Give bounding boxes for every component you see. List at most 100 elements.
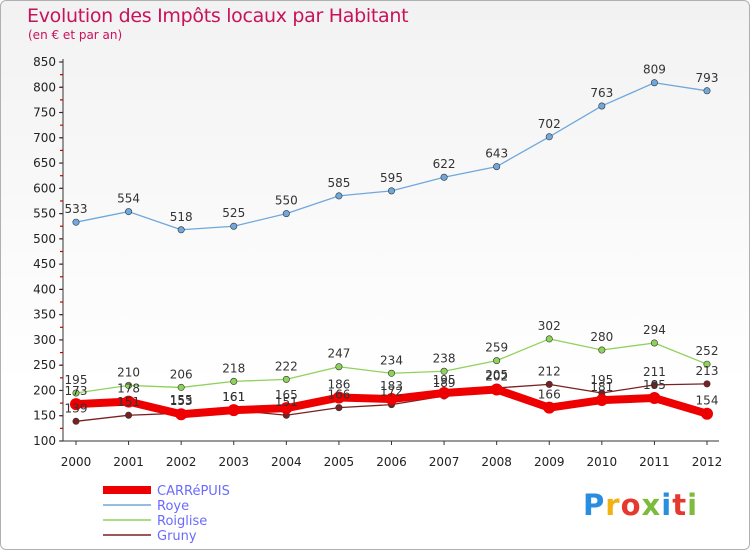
logo-letter: i bbox=[661, 488, 673, 522]
data-label: 247 bbox=[327, 347, 350, 361]
y-tick-label: 550 bbox=[33, 207, 56, 221]
data-label: 259 bbox=[485, 341, 508, 355]
data-point bbox=[280, 402, 293, 415]
data-point bbox=[230, 222, 238, 230]
x-tick-label: 2008 bbox=[481, 455, 512, 469]
data-label: 195 bbox=[65, 373, 88, 387]
y-tick-label: 850 bbox=[33, 55, 56, 69]
y-tick-label: 250 bbox=[33, 358, 56, 372]
data-label: 234 bbox=[380, 353, 403, 367]
data-label: 178 bbox=[117, 382, 140, 396]
y-tick-label: 300 bbox=[33, 333, 56, 347]
axes: 100 150 200 250 300 350 400 450 500 550 600 650 700 7… bbox=[33, 55, 722, 469]
data-point bbox=[387, 187, 395, 195]
data-point bbox=[387, 369, 395, 377]
data-label: 154 bbox=[696, 394, 719, 408]
series-layer bbox=[70, 79, 713, 425]
data-label: 622 bbox=[433, 157, 456, 171]
data-point bbox=[595, 394, 608, 407]
data-point bbox=[125, 208, 133, 216]
data-point bbox=[125, 411, 133, 419]
logo-letter: t bbox=[672, 488, 688, 522]
y-tick-label: 200 bbox=[33, 383, 56, 397]
y-tick-label: 350 bbox=[33, 308, 56, 322]
y-tick-label: 650 bbox=[33, 156, 56, 170]
data-point bbox=[493, 163, 501, 171]
data-label: 793 bbox=[696, 71, 719, 85]
data-label: 518 bbox=[170, 210, 193, 224]
data-label: 161 bbox=[222, 390, 245, 404]
data-label: 195 bbox=[590, 373, 613, 387]
data-label: 151 bbox=[117, 395, 140, 409]
logo-letter: r bbox=[605, 488, 621, 522]
data-point bbox=[72, 417, 80, 425]
logo-letter: P bbox=[583, 488, 606, 522]
x-tick-label: 2005 bbox=[324, 455, 355, 469]
data-point bbox=[332, 391, 345, 404]
logo-letter: x bbox=[641, 488, 662, 522]
data-label: 280 bbox=[590, 330, 613, 344]
y-tick-label: 700 bbox=[33, 131, 56, 145]
data-point bbox=[230, 377, 238, 385]
data-point bbox=[543, 401, 556, 414]
x-tick-label: 2009 bbox=[534, 455, 565, 469]
data-label: 195 bbox=[433, 373, 456, 387]
data-labels: 533 554 518 525 550 585 595 622 643 702 763 809 793 1… bbox=[65, 63, 719, 416]
data-label: 213 bbox=[696, 364, 719, 378]
legend-label: Roiglise bbox=[157, 514, 207, 529]
data-point bbox=[72, 389, 80, 397]
data-point bbox=[335, 404, 343, 412]
y-tick-label: 400 bbox=[33, 282, 56, 296]
data-point bbox=[335, 192, 343, 200]
chart-subtitle: (en € et par an) bbox=[28, 28, 123, 42]
data-point bbox=[490, 383, 503, 396]
data-label: 185 bbox=[643, 378, 666, 392]
logo-letter: o bbox=[620, 488, 642, 522]
y-tick-label: 150 bbox=[33, 409, 56, 423]
data-point bbox=[227, 404, 240, 417]
data-label: 294 bbox=[643, 323, 666, 337]
logo-letter: i bbox=[687, 488, 699, 522]
x-tick-label: 2003 bbox=[218, 455, 249, 469]
data-point bbox=[598, 346, 606, 354]
y-tick-label: 500 bbox=[33, 232, 56, 246]
data-point bbox=[122, 395, 135, 408]
legend-label: CARRéPUIS bbox=[157, 484, 230, 499]
x-tick-label: 2002 bbox=[166, 455, 197, 469]
data-point bbox=[650, 339, 658, 347]
data-point bbox=[545, 133, 553, 141]
data-label: 183 bbox=[380, 379, 403, 393]
data-label: 302 bbox=[538, 319, 561, 333]
data-label: 165 bbox=[275, 388, 298, 402]
data-label: 161 bbox=[222, 390, 245, 404]
data-point bbox=[650, 381, 658, 389]
data-label: 533 bbox=[65, 202, 88, 216]
legend-label: Roye bbox=[157, 499, 189, 514]
x-tick-label: 2001 bbox=[113, 455, 144, 469]
data-label: 211 bbox=[643, 365, 666, 379]
data-label: 238 bbox=[433, 351, 456, 365]
data-point bbox=[125, 381, 133, 389]
data-label: 212 bbox=[538, 364, 561, 378]
data-label: 809 bbox=[643, 63, 666, 77]
data-label: 189 bbox=[433, 376, 456, 390]
data-point bbox=[545, 335, 553, 343]
data-point bbox=[335, 363, 343, 371]
data-label: 139 bbox=[65, 401, 88, 415]
data-point bbox=[703, 360, 711, 368]
data-point bbox=[440, 367, 448, 375]
data-point bbox=[703, 87, 711, 95]
series-line bbox=[75, 82, 708, 231]
data-point bbox=[648, 392, 661, 405]
legend-label: Gruny bbox=[157, 529, 197, 544]
data-point bbox=[282, 375, 290, 383]
data-label: 702 bbox=[538, 117, 561, 131]
data-point bbox=[175, 408, 188, 421]
data-label: 763 bbox=[590, 86, 613, 100]
data-label: 153 bbox=[170, 394, 193, 408]
data-label: 151 bbox=[275, 395, 298, 409]
x-tick-label: 2010 bbox=[587, 455, 618, 469]
data-label: 186 bbox=[327, 378, 350, 392]
